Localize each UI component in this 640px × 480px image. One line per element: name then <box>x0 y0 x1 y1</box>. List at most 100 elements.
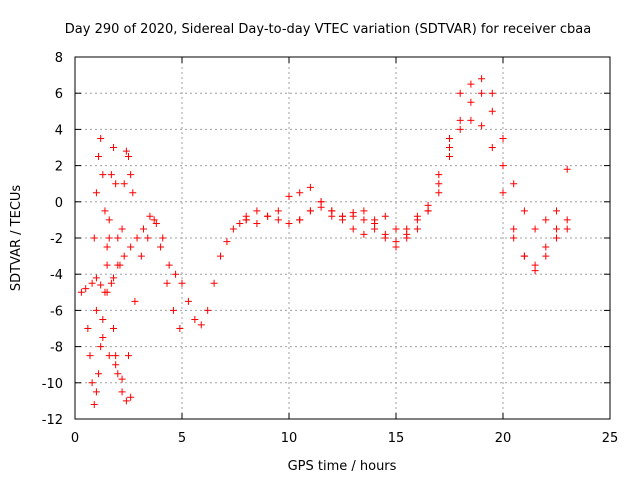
data-point <box>488 89 496 97</box>
data-point <box>110 274 118 282</box>
data-point <box>381 234 389 242</box>
data-point <box>82 285 90 293</box>
data-point <box>120 180 128 188</box>
x-tick-label: 0 <box>71 431 79 446</box>
series-track-5 <box>242 75 571 242</box>
y-tick-label: -10 <box>42 377 63 392</box>
x-tick-label: 10 <box>281 431 298 446</box>
data-point <box>285 192 293 200</box>
x-tick-label: 15 <box>388 431 405 446</box>
data-point <box>499 189 507 197</box>
data-point <box>306 207 314 215</box>
data-point <box>339 212 346 220</box>
data-point <box>217 252 225 260</box>
data-point <box>157 243 165 251</box>
data-point <box>110 325 118 332</box>
data-point <box>360 216 368 224</box>
data-point <box>478 89 486 97</box>
data-point <box>103 261 111 269</box>
y-tick-label: -4 <box>50 268 63 283</box>
y-tick-label: 8 <box>55 51 63 66</box>
data-point <box>127 171 135 179</box>
y-axis-label: SDTVAR / TECUs <box>9 185 24 292</box>
data-point <box>97 281 105 289</box>
data-point <box>317 198 325 206</box>
data-point <box>360 207 368 215</box>
data-point <box>172 270 180 278</box>
data-point <box>184 297 192 305</box>
data-point <box>488 144 496 151</box>
data-point <box>467 98 475 106</box>
data-point <box>101 288 109 296</box>
data-point <box>210 279 218 287</box>
data-point <box>478 122 486 130</box>
data-point <box>92 388 100 396</box>
data-point <box>553 234 560 242</box>
y-tick-labels: -12 -10 -8 -6 -4 -2 0 2 4 6 8 <box>42 51 63 428</box>
data-point <box>520 252 528 260</box>
data-point <box>99 334 107 342</box>
data-point <box>478 75 486 83</box>
data-point <box>306 183 314 191</box>
y-tick-label: -2 <box>50 232 63 247</box>
data-point <box>285 220 293 228</box>
data-point <box>92 274 100 282</box>
series-track-6 <box>242 116 571 269</box>
data-point <box>223 238 231 246</box>
data-point <box>146 212 154 220</box>
data-point <box>77 288 85 296</box>
data-point <box>349 225 357 233</box>
data-point <box>112 352 120 360</box>
data-point <box>531 225 539 233</box>
data-point <box>553 225 560 233</box>
data-point <box>563 216 571 224</box>
data-points <box>77 75 571 409</box>
data-point <box>139 225 147 233</box>
data-point <box>127 243 135 251</box>
data-point <box>553 207 560 215</box>
data-point <box>360 230 368 238</box>
data-point <box>413 212 421 220</box>
data-point <box>114 234 122 242</box>
data-point <box>84 325 92 332</box>
data-point <box>137 252 145 260</box>
data-point <box>204 306 212 314</box>
data-point <box>435 180 443 188</box>
data-point <box>253 220 261 228</box>
data-point <box>499 162 507 170</box>
data-point <box>510 225 518 233</box>
data-point <box>107 279 115 287</box>
series-track-3 <box>90 134 137 269</box>
y-tick-label: 0 <box>55 196 63 211</box>
data-point <box>446 144 453 151</box>
data-point <box>542 243 550 251</box>
data-point <box>112 180 120 188</box>
data-point <box>150 216 158 224</box>
x-axis-label: GPS time / hours <box>288 459 397 474</box>
data-point <box>169 306 177 314</box>
data-point <box>101 207 109 215</box>
data-point <box>86 352 94 360</box>
data-point <box>520 207 528 215</box>
data-point <box>103 243 111 251</box>
data-point <box>563 165 571 173</box>
data-point <box>446 134 453 142</box>
data-point <box>424 201 432 209</box>
y-tick-label: -12 <box>42 413 63 428</box>
x-tick-label: 25 <box>602 431 619 446</box>
y-tick-label: -6 <box>50 304 63 319</box>
data-point <box>92 306 100 314</box>
data-point <box>107 171 115 179</box>
data-point <box>125 352 132 360</box>
y-tick-label: 2 <box>55 160 63 175</box>
chart-title: Day 290 of 2020, Sidereal Day-to-day VTE… <box>65 22 591 37</box>
data-point <box>90 401 98 409</box>
data-point <box>114 370 122 378</box>
data-point <box>413 225 421 233</box>
data-point <box>456 125 464 133</box>
data-point <box>542 216 550 224</box>
data-point <box>159 234 167 242</box>
data-point <box>127 393 135 401</box>
data-point <box>125 153 132 161</box>
